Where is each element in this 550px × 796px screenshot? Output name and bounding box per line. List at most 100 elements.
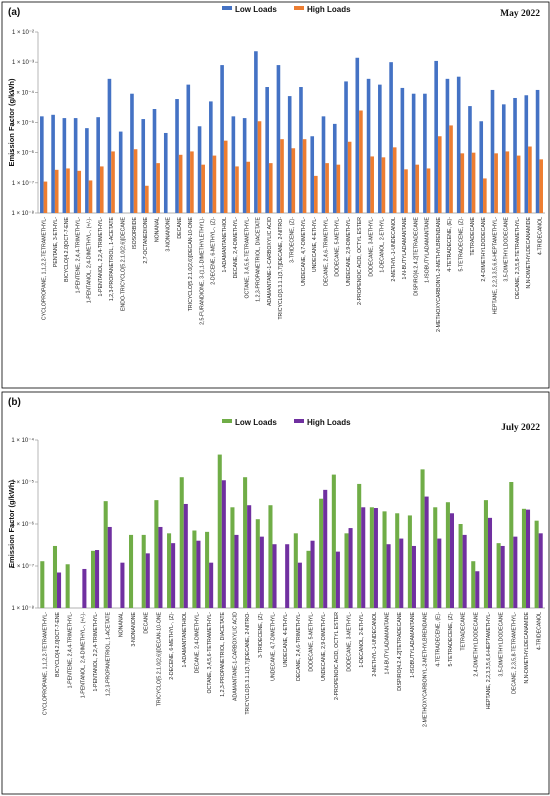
x-tick-label: 2,5-FURANDIONE, 3-(1,1-DIMETHYLETHYL)- [199, 217, 205, 325]
x-tick-label: DECANE, 2,4-DIMETHYL- [194, 612, 200, 674]
bar-low-loads [65, 564, 70, 608]
x-tick-label: 1-N-BUTYLADAMANTANE [385, 611, 391, 674]
legend-label: High Loads [307, 418, 351, 427]
x-tick-label: NONANAL [118, 612, 124, 637]
x-tick-label: 1-PENTANOL, 2,2,4-TRIMETHYL- [93, 612, 99, 692]
legend-swatch [294, 419, 304, 423]
bar-low-loads [332, 123, 337, 213]
x-tick-label: UNDECANE, 2,9-DIMETHYL- [321, 612, 327, 681]
x-tick-label: 1-PENTANOL, 2,4-DIMETHYL-, (+/-)- [80, 612, 86, 699]
x-tick-label: TRICYCLO[5.2.1.0(2,6)]DECAN-10-ONE [188, 216, 194, 311]
bar-low-loads [192, 530, 197, 608]
bar-low-loads [231, 116, 236, 213]
bar-low-loads [141, 534, 146, 608]
bar-low-loads [407, 515, 412, 608]
bar-low-loads [483, 500, 488, 608]
x-tick-label: TRICYCLO[5.2.1.0(2,6)]DECAN-10-ONE [156, 611, 162, 706]
bar-high-loads [280, 139, 284, 213]
bar-high-loads [259, 536, 264, 608]
bar-low-loads [96, 117, 100, 213]
bar-low-loads [344, 81, 348, 213]
bar-high-loads [460, 153, 465, 213]
x-tick-label: ADAMANTANE-1-CARBOXYLIC ACID [232, 612, 238, 701]
legend-swatch [222, 419, 232, 423]
bar-low-loads [321, 116, 326, 213]
bar-high-loads [145, 553, 150, 608]
x-tick-label: N,N-DIMETHYLDECANAMIDE [526, 216, 532, 288]
bar-high-loads [475, 571, 480, 608]
chart-date: May 2022 [500, 9, 540, 19]
bar-low-loads [395, 513, 400, 608]
bar-high-loads [415, 164, 420, 213]
x-tick-label: UNDECANE, 4-ETHYL- [312, 217, 318, 272]
x-tick-label: BICYCLO[4.2.0]OCT-7-ENE [55, 611, 61, 676]
bar-low-loads [468, 106, 472, 213]
x-tick-label: DISPIRO[4.2.4.2]TETRADECANE [397, 611, 403, 690]
bar-low-loads [433, 507, 438, 608]
bar-low-loads [382, 511, 387, 608]
bar-high-loads [43, 181, 48, 213]
bar-low-loads [423, 93, 427, 213]
bar-low-loads [254, 51, 258, 213]
x-tick-label: 1,2,3-PROPANETRIOL, 1-ACETATE [106, 611, 112, 696]
bar-low-loads [501, 104, 506, 213]
x-tick-label: ENDO-TRICYCLO[5.2.1.0(2,6)]DECANE [121, 216, 127, 311]
bar-low-loads [389, 62, 393, 213]
bar-high-loads [107, 526, 112, 608]
x-tick-label: 3,5-DIMETHYLDODECANE [499, 611, 505, 676]
bar-low-loads [118, 131, 123, 213]
bar-low-loads [51, 114, 55, 213]
bar-low-loads [230, 507, 235, 608]
bar-low-loads [73, 118, 78, 213]
bar-low-loads [319, 498, 324, 608]
bar-high-loads [234, 534, 239, 608]
bar-high-loads [77, 170, 82, 213]
bar-high-loads [487, 517, 493, 608]
bar-high-loads [347, 141, 352, 213]
bar-low-loads [445, 502, 450, 608]
bar-high-loads [209, 562, 214, 608]
bar-high-loads [325, 163, 329, 213]
bar-high-loads [462, 534, 467, 608]
x-tick-label: CYCLOPROPANE, 1,1,2,2-TETRAMETHYL- [42, 612, 48, 715]
y-tick-label: 1 × 10⁻⁸ [11, 210, 34, 217]
x-tick-label: 1,2,3-PROPANETRIOL, 1-ACETATE [109, 216, 115, 301]
bar-high-loads [373, 508, 378, 608]
bar-high-loads [82, 568, 87, 608]
bar-low-loads [40, 561, 45, 608]
y-tick-label: 1 × 10⁻⁴ [11, 437, 34, 444]
x-tick-label: UNDECANE, 2,9-DIMETHYL- [346, 217, 352, 286]
bar-low-loads [175, 99, 179, 213]
bar-low-loads [411, 93, 416, 213]
x-tick-label: 2,4-DIMETHYLDODECANE [481, 216, 487, 281]
x-tick-label: 2-PROPENOIC ACID, OCTYL ESTER [357, 217, 363, 305]
bar-low-loads [355, 57, 360, 214]
bar-low-loads [535, 89, 540, 213]
bar-low-loads [265, 87, 269, 213]
bar-high-loads [221, 480, 226, 608]
bar-high-loads [437, 136, 442, 213]
x-tick-label: ISOSORBIDE [132, 216, 138, 249]
bar-high-loads [291, 148, 296, 213]
bar-low-loads [369, 507, 374, 608]
bar-high-loads [381, 157, 386, 213]
bar-high-loads [272, 544, 277, 608]
bar-high-loads [404, 169, 408, 213]
y-tick-label: 1 × 10⁻⁸ [11, 605, 34, 612]
x-tick-label: ADAMANTANE-1-CARBOXYLIC ACID [267, 217, 273, 306]
x-tick-label: 2-METHOXYCARBONYL-2-METHYLBRENDANE [423, 611, 429, 727]
bar-low-loads [129, 534, 134, 608]
y-tick-label: 1 × 10⁻⁵ [11, 479, 34, 486]
x-tick-label: 3-TRIDECENE, (Z)- [290, 217, 296, 263]
bar-low-loads [357, 483, 362, 608]
x-tick-label: 5-TETRADECENE, (Z)- [448, 612, 454, 667]
x-tick-label: 3,5-DIMETHYLDODECANE [504, 216, 510, 281]
bar-low-loads [197, 126, 202, 213]
bar-low-loads [255, 519, 260, 608]
bar-high-loads [268, 163, 273, 213]
bar-low-loads [242, 118, 247, 213]
x-tick-label: 1,2,3-PROPANETRIOL, DIACETATE [256, 216, 262, 301]
x-tick-label: 5-TETRADECENE, (Z)- [459, 217, 465, 272]
x-tick-label: 2-DECENE, 6-METHYL-, (Z)- [211, 217, 217, 285]
